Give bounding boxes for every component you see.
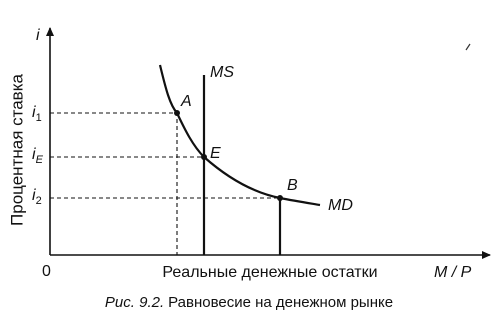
caption-text: Равновесие на денежном рынке [168,294,393,311]
stray-mark [465,43,471,51]
tick-ie: iE [32,146,44,166]
point-e-label: E [210,145,221,162]
point-b-label: B [287,177,298,194]
point-a-label: A [180,93,192,110]
md-label: MD [328,197,353,214]
tick-main: i [32,146,36,163]
tick-main: i [32,187,36,204]
tick-i2: i2 [32,187,42,207]
point-e [201,154,207,160]
tick-sub: E [36,154,44,166]
tick-i1: i1 [32,104,42,124]
tick-sub: 2 [36,195,42,207]
x-axis-title: Реальные денежные остатки [162,264,377,281]
point-b [277,195,283,201]
x-axis-symbol: M / P [434,264,472,281]
origin-label: 0 [42,263,51,280]
tick-sub: 1 [36,112,42,124]
y-axis-symbol: i [36,27,40,44]
caption: Рис. 9.2. Равновесие на денежном рынке [105,294,393,311]
y-axis-title: Процентная ставка [7,73,26,225]
tick-main: i [32,104,36,121]
point-a [174,110,180,116]
guide-a [50,112,178,255]
caption-number: Рис. 9.2. [105,294,164,311]
ms-label: MS [210,64,234,81]
